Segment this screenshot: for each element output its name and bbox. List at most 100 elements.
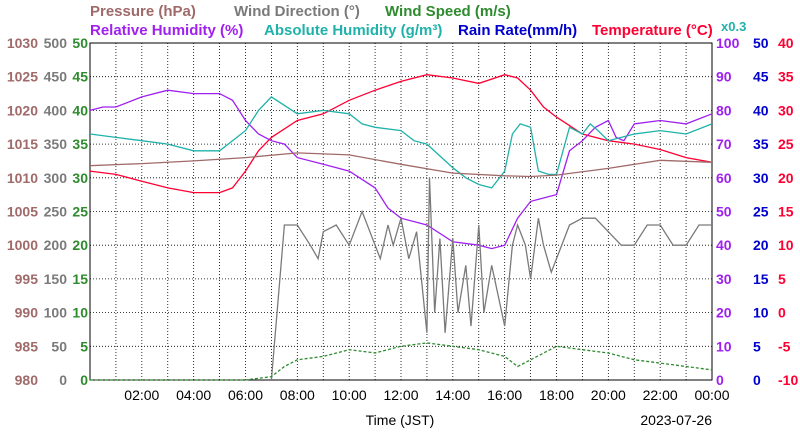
- x-axis-tick-labels: 02:00 04:00 06:00 08:00 10:00 12:00 14:00 16:00…: [124, 387, 729, 403]
- y-tick-label: 990: [15, 305, 39, 321]
- y-tick-label: 30: [778, 102, 794, 118]
- series-line: [270, 177, 712, 381]
- y-tick-label: 20: [753, 237, 769, 253]
- y-tick-label: 45: [72, 69, 88, 85]
- y-tick-label: 30: [72, 170, 88, 186]
- y-tick-label: 15: [753, 271, 769, 287]
- x-tick-label: 00:00: [694, 387, 729, 403]
- legend-absolute-humidity: Absolute Humidity (g/m³): [264, 22, 442, 39]
- y-tick-label: 50: [716, 204, 732, 220]
- y-tick-label: 10: [716, 338, 732, 354]
- y-tick-label: 40: [753, 102, 769, 118]
- y-tick-label: 20: [716, 305, 732, 321]
- y-tick-label: 985: [15, 338, 39, 354]
- y-tick-label: 400: [44, 102, 68, 118]
- y-tick-label: 10: [778, 237, 794, 253]
- legend-pressure: Pressure (hPa): [90, 3, 196, 20]
- y-tick-label: 40: [778, 35, 794, 51]
- y-tick-label: -10: [778, 372, 798, 388]
- plot-frame: [89, 42, 713, 381]
- y-tick-label: 50: [753, 35, 769, 51]
- y-tick-label: 20: [778, 170, 794, 186]
- y-tick-label: 0: [59, 372, 67, 388]
- legend-rain-rate: Rain Rate(mm/h): [458, 22, 577, 39]
- axis-labels: 1030102510201015101010051000995990985980…: [7, 35, 799, 388]
- y-tick-label: 1025: [7, 69, 38, 85]
- y-tick-label: 25: [753, 204, 769, 220]
- legend-temperature: Temperature (°C): [592, 22, 713, 39]
- y-tick-label: 1015: [7, 136, 38, 152]
- x-tick-label: 10:00: [332, 387, 367, 403]
- y-tick-label: 500: [44, 35, 68, 51]
- y-tick-label: 15: [72, 271, 88, 287]
- y-tick-label: 60: [716, 170, 732, 186]
- y-tick-label: -5: [778, 338, 791, 354]
- y-tick-label: 80: [716, 102, 732, 118]
- y-tick-label: 35: [778, 69, 794, 85]
- x-tick-label: 12:00: [383, 387, 418, 403]
- y-tick-label: 1005: [7, 204, 38, 220]
- y-tick-label: 0: [753, 372, 761, 388]
- legend-relative-humidity: Relative Humidity (%): [90, 22, 243, 39]
- x-tick-label: 16:00: [487, 387, 522, 403]
- x-tick-label: 22:00: [643, 387, 678, 403]
- y-tick-label: 35: [72, 136, 88, 152]
- y-tick-label: 300: [44, 170, 68, 186]
- x-tick-label: 08:00: [280, 387, 315, 403]
- y-tick-label: 980: [15, 372, 39, 388]
- y-tick-label: 0: [716, 372, 724, 388]
- x-tick-label: 02:00: [124, 387, 159, 403]
- y-tick-label: 200: [44, 237, 68, 253]
- y-tick-label: 250: [44, 204, 68, 220]
- y-tick-label: 1010: [7, 170, 38, 186]
- y-tick-label: 5: [778, 271, 786, 287]
- legend-wind-direction: Wind Direction (°): [234, 3, 360, 20]
- y-tick-label: 45: [753, 69, 769, 85]
- legend-scale-note: x0.3: [721, 19, 746, 34]
- x-tick-label: 06:00: [228, 387, 263, 403]
- y-tick-label: 1030: [7, 35, 38, 51]
- x-axis-title: Time (JST): [366, 412, 435, 428]
- y-tick-label: 150: [44, 271, 68, 287]
- x-tick-label: 18:00: [539, 387, 574, 403]
- chart-date: 2023-07-26: [640, 412, 712, 428]
- y-tick-label: 1020: [7, 102, 38, 118]
- y-tick-label: 40: [72, 102, 88, 118]
- y-tick-label: 0: [778, 305, 786, 321]
- y-tick-label: 0: [80, 372, 88, 388]
- y-tick-label: 1000: [7, 237, 38, 253]
- y-tick-label: 40: [716, 237, 732, 253]
- series-layer: [89, 74, 713, 381]
- y-tick-label: 90: [716, 69, 732, 85]
- series-line: [90, 342, 713, 381]
- y-tick-label: 10: [72, 305, 88, 321]
- y-tick-label: 20: [72, 237, 88, 253]
- y-tick-label: 35: [753, 136, 769, 152]
- y-tick-label: 995: [15, 271, 39, 287]
- y-tick-label: 30: [716, 271, 732, 287]
- y-tick-label: 5: [753, 338, 761, 354]
- grid: [90, 43, 712, 380]
- y-tick-label: 10: [753, 305, 769, 321]
- series-line: [89, 96, 713, 189]
- legend-wind-speed: Wind Speed (m/s): [385, 3, 511, 20]
- y-tick-label: 350: [44, 136, 68, 152]
- x-tick-label: 04:00: [176, 387, 211, 403]
- y-tick-label: 25: [72, 204, 88, 220]
- y-tick-label: 100: [44, 305, 68, 321]
- y-tick-label: 50: [72, 35, 88, 51]
- y-tick-label: 30: [753, 170, 769, 186]
- series-line: [89, 152, 713, 178]
- y-tick-label: 5: [80, 338, 88, 354]
- y-tick-label: 15: [778, 204, 794, 220]
- x-tick-label: 14:00: [435, 387, 470, 403]
- y-tick-label: 25: [778, 136, 794, 152]
- series-line: [89, 89, 713, 250]
- series-line: [89, 74, 713, 194]
- y-tick-label: 50: [51, 338, 67, 354]
- y-tick-label: 450: [44, 69, 68, 85]
- y-tick-label: 100: [716, 35, 740, 51]
- y-tick-label: 70: [716, 136, 732, 152]
- x-tick-label: 20:00: [591, 387, 626, 403]
